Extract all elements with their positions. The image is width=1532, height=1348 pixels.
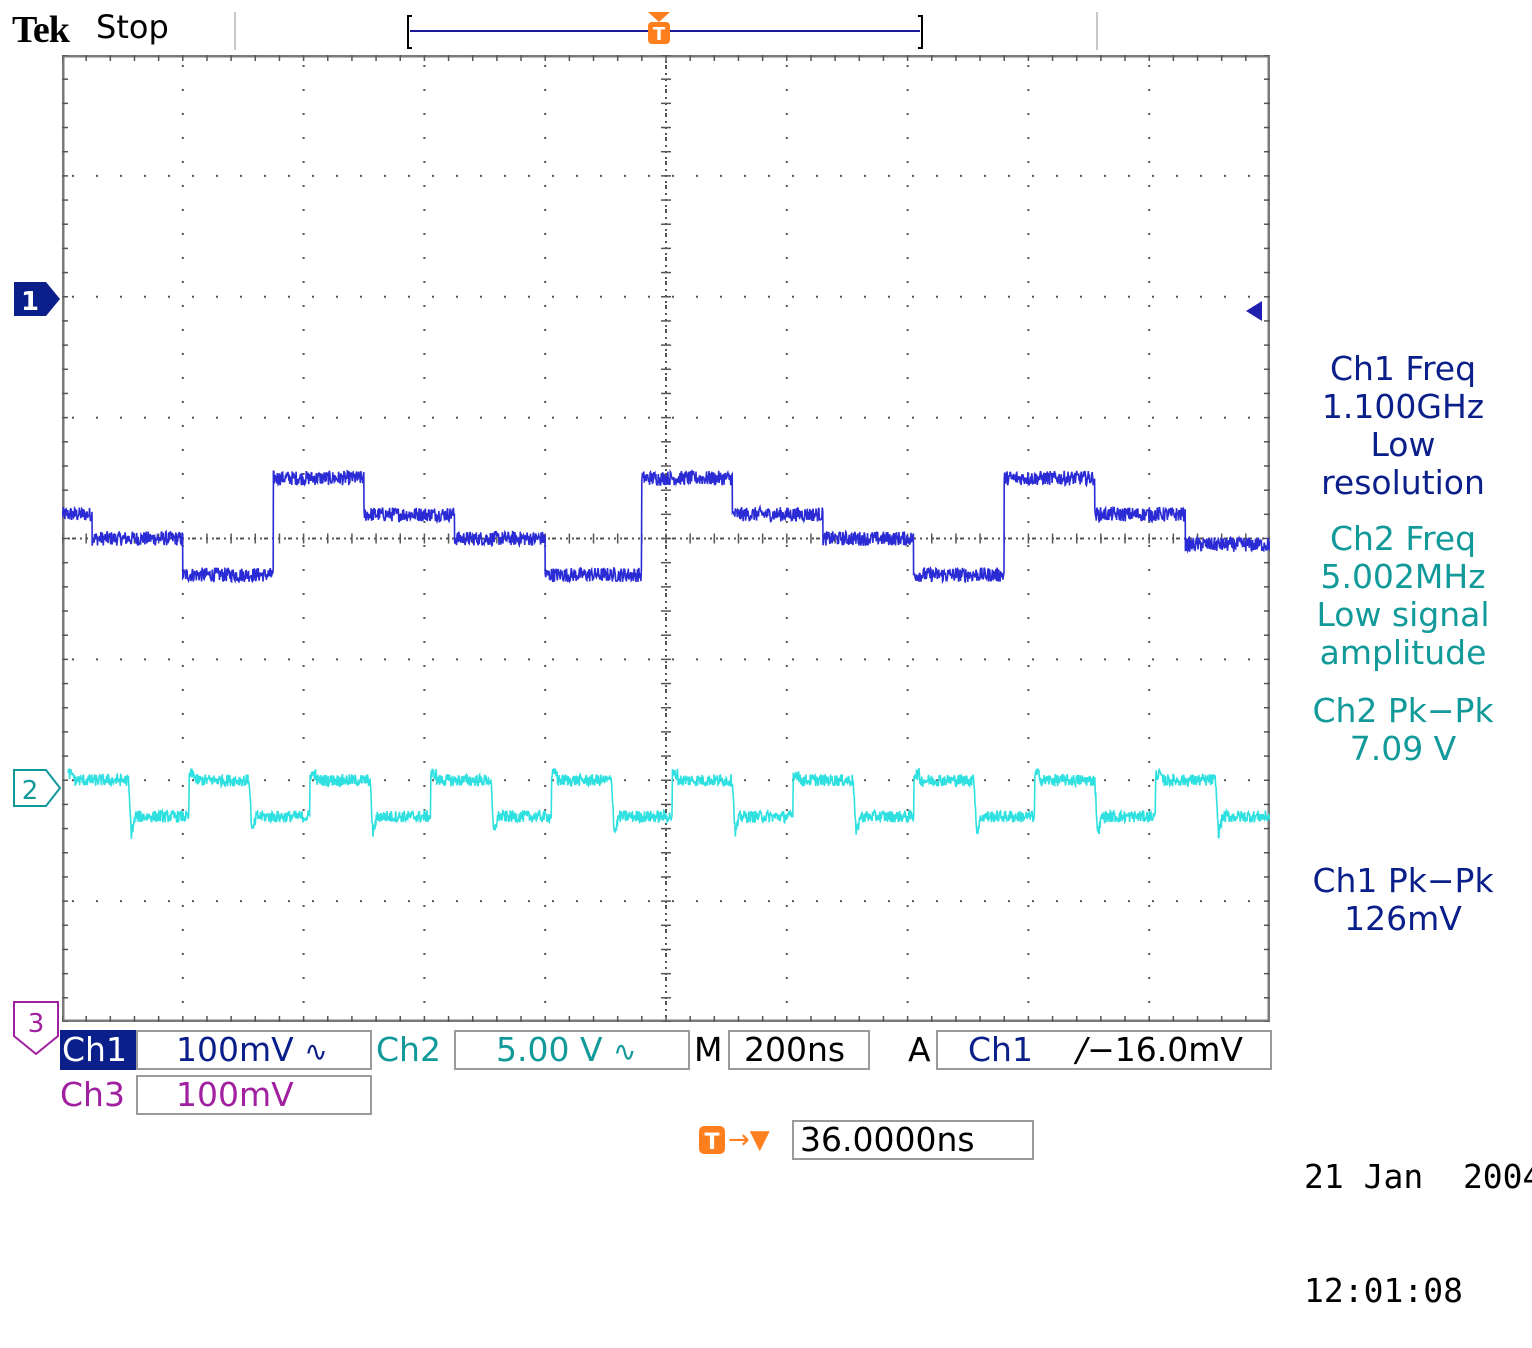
ch3-scale: 100mV [176, 1075, 294, 1114]
measurement-ch2-pkpk: Ch2 Pk−Pk 7.09 V [1288, 692, 1518, 768]
ch2-scale: 5.00 V [496, 1030, 603, 1069]
date: 21 Jan 2004 [1304, 1157, 1532, 1196]
measurement-line: Ch2 Freq [1329, 519, 1477, 558]
timebase-value[interactable]: 200ns [728, 1030, 870, 1070]
record-position-bar[interactable]: T [404, 10, 928, 52]
ch1-scale-box[interactable]: 100mV ∿ [136, 1030, 372, 1070]
waveform-traces [62, 468, 1270, 839]
trigger-position-arrow-icon: →▼ [728, 1125, 770, 1155]
measurement-line: 126mV [1344, 899, 1462, 938]
trigger-settings-box[interactable]: Ch1 ∕−16.0mV [936, 1030, 1272, 1070]
measurement-line: Ch2 Pk−Pk [1312, 691, 1494, 730]
graticule-grid [62, 55, 1270, 1022]
ch1-scale: 100mV [176, 1030, 294, 1069]
trigger-marker-small-text: T [653, 24, 666, 45]
trigger-mode-label: A [908, 1030, 931, 1069]
measurement-line: Low signal [1316, 595, 1490, 634]
measurement-line: Low [1370, 425, 1436, 464]
measurement-line: resolution [1321, 463, 1485, 502]
record-bracket-left [407, 15, 412, 49]
trigger-position-icon-text: T [704, 1130, 719, 1155]
ch1-level-arrow-icon [1246, 301, 1262, 321]
time: 12:01:08 [1304, 1271, 1463, 1310]
measurement-ch1-freq: Ch1 Freq 1.100GHz Low resolution [1288, 350, 1518, 502]
trigger-position-icon: T [699, 1126, 725, 1155]
timebase-label: M [694, 1030, 723, 1069]
ac-coupling-icon: ∿ [304, 1035, 328, 1068]
ch3-scale-box[interactable]: 100mV [136, 1075, 372, 1115]
measurement-line: 1.100GHz [1321, 387, 1485, 426]
ch2-scale-box[interactable]: 5.00 V ∿ [454, 1030, 690, 1070]
acquisition-state: Stop [96, 8, 169, 46]
ch1-ground-marker[interactable]: 1 [12, 280, 62, 318]
measurement-ch1-pkpk: Ch1 Pk−Pk 126mV [1288, 862, 1518, 938]
brand-logo: Tek [12, 9, 70, 51]
ch2-label[interactable]: Ch2 [376, 1030, 441, 1069]
ch2-marker-text: 2 [22, 776, 39, 806]
datetime: 21 Jan 2004 12:01:08 [1304, 1082, 1532, 1348]
trigger-pointer-icon [648, 12, 670, 22]
rising-edge-icon: ∕ [1075, 1030, 1088, 1069]
ch3-ground-marker[interactable]: 3 [12, 1000, 62, 1056]
ch2-trace [67, 767, 1270, 839]
ch1-trace [62, 468, 1270, 585]
ch2-ground-marker[interactable]: 2 [12, 768, 62, 808]
header-divider [234, 12, 236, 50]
record-bracket-right [918, 15, 923, 49]
header-divider [1096, 12, 1098, 50]
ch3-label[interactable]: Ch3 [60, 1075, 125, 1114]
ch1-marker-text: 1 [21, 287, 39, 317]
waveform-display[interactable] [62, 55, 1270, 1022]
ch3-marker-text: 3 [28, 1009, 45, 1039]
ch1-label[interactable]: Ch1 [60, 1030, 136, 1070]
measurement-line: 5.002MHz [1320, 557, 1486, 596]
trigger-level: −16.0mV [1087, 1030, 1243, 1069]
trigger-source: Ch1 [968, 1030, 1033, 1069]
trigger-position-value[interactable]: 36.0000ns [792, 1120, 1034, 1160]
trigger-marker-small [648, 22, 670, 44]
measurement-line: Ch1 Pk−Pk [1312, 861, 1494, 900]
ac-coupling-icon: ∿ [613, 1035, 637, 1068]
measurement-line: Ch1 Freq [1329, 349, 1477, 388]
measurement-line: amplitude [1319, 633, 1487, 672]
measurement-ch2-freq: Ch2 Freq 5.002MHz Low signal amplitude [1288, 520, 1518, 672]
measurement-line: 7.09 V [1349, 729, 1457, 768]
